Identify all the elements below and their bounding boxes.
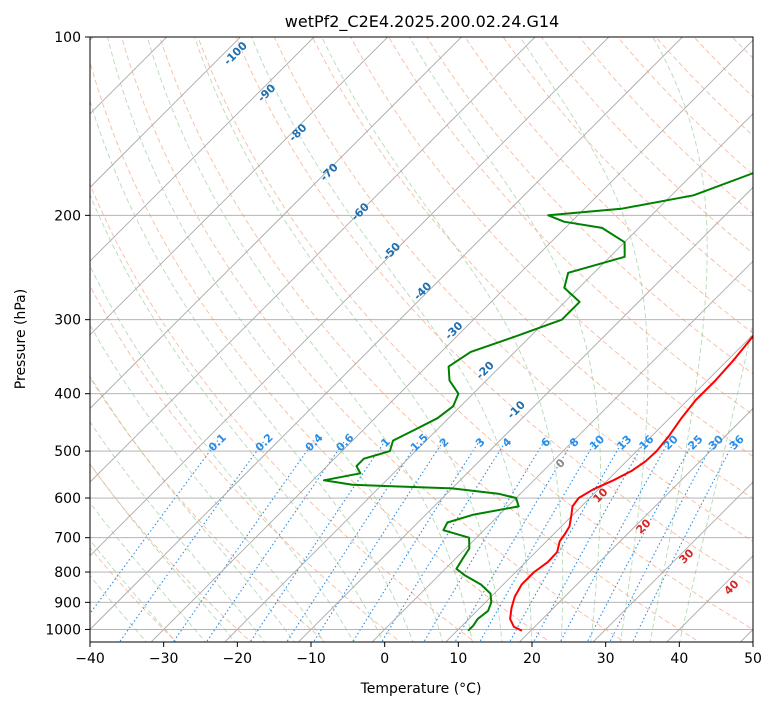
isotherm-line [90,37,315,262]
isotherm-line [90,37,536,483]
isotherm-line [90,37,684,631]
y-tick-label: 700 [54,531,81,547]
x-tick-label: −20 [223,651,253,667]
x-tick-label: 40 [670,651,688,667]
isotherm-line [445,334,753,642]
isotherm-line [150,39,753,642]
x-axis-label: Temperature (°C) [360,681,482,697]
x-tick-label: 30 [597,651,615,667]
mixing-ratio-line [249,440,386,642]
moist-adiabat-line [90,421,266,642]
x-tick-label: −30 [149,651,179,667]
moist-adiabat-line [90,375,295,642]
mixing-ratio-line [380,440,507,642]
isotherm-line [90,37,463,410]
mixing-ratio-line [172,440,315,642]
mixing-ratio-line [286,440,420,642]
dry-adiabat-line [350,37,753,457]
chart-title: wetPf2_C2E4.2025.200.02.24.G14 [285,12,559,32]
moist-adiabat-line [90,463,236,642]
mixing-ratio-line [508,440,624,642]
isotherm-line [90,37,242,189]
isotherm-line [90,37,389,336]
y-tick-label: 300 [54,313,81,329]
x-tick-label: 0 [380,651,389,667]
dry-adiabat-line [159,37,701,642]
mixing-ratio-line [586,440,695,642]
isotherm-line [592,481,753,642]
mixing-ratio-line [423,440,546,642]
mixing-ratio-line [118,440,265,642]
x-tick-label: −10 [296,651,326,667]
isotherm-line [224,113,753,642]
y-axis-label: Pressure (hPa) [13,289,29,389]
isotherm-line [371,260,753,642]
isobars [90,37,753,630]
mixing-ratio-line [479,440,597,642]
isotherms [90,37,753,642]
plot-frame [89,36,754,643]
mixing-ratio-line [609,440,715,642]
y-tick-label: 800 [54,565,81,581]
x-tick-label: 10 [449,651,467,667]
x-tick-label: 50 [744,651,762,667]
dry-adiabat-line [311,37,753,500]
dry-adiabat-line [235,37,753,586]
plot-area: -100-90-80-70-60-50-40-30-20-100.1 0.2 0.4… [90,37,753,642]
y-tick-label: 200 [54,208,81,224]
temperature-profile-line [509,334,753,632]
dry-adiabat-line [273,37,753,542]
sounding-series [322,171,753,632]
isotherm-line [90,37,610,557]
mixing-ratio-line [559,440,670,642]
mixing-ratio-line [312,440,445,642]
dry-adiabat-line [426,37,753,375]
isotherm-line [518,407,753,642]
moist-adiabat-line [90,193,384,642]
y-tick-label: 500 [54,444,81,460]
moist-adiabat-line [90,99,414,642]
mixing-ratio-lines [90,440,736,642]
y-tick-label: 100 [54,30,81,46]
isotherm-line [297,186,753,642]
y-tick-label: 600 [54,491,81,507]
mixing-ratio-line [533,440,646,642]
y-tick-label: 400 [54,387,81,403]
y-axis: 1000 900 800 700 600 500 400 300 200 100 [45,30,90,638]
x-tick-label: −40 [75,651,105,667]
y-tick-label: 1000 [45,622,81,638]
x-axis: −40 −30 −20 −10 0 10 20 30 40 50 [75,642,762,667]
y-tick-label: 900 [54,595,81,611]
dry-adiabat-line [90,183,476,642]
dewpoint-profile-line [322,171,753,632]
x-tick-label: 20 [523,651,541,667]
